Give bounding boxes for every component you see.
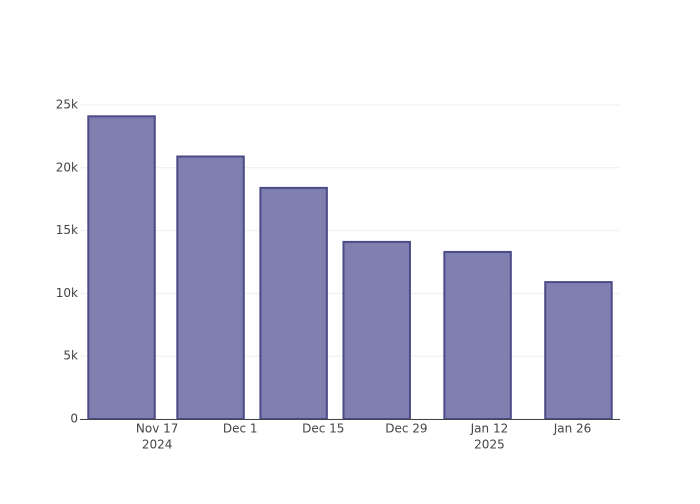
bar: [176, 155, 245, 420]
x-tick-label: Jan 12: [470, 422, 509, 436]
x-tick-year: 2024: [142, 438, 173, 452]
x-tick-label: Dec 1: [223, 422, 258, 436]
x-tick-label: Dec 15: [302, 422, 344, 436]
x-tick-year: 2025: [474, 438, 505, 452]
x-tick-label: Nov 17: [136, 422, 179, 436]
y-tick-label: 10k: [56, 286, 78, 300]
y-tick-label: 15k: [56, 223, 78, 237]
bar: [259, 186, 328, 420]
bar: [87, 115, 156, 421]
bar: [342, 240, 411, 420]
y-tick-label: 0: [70, 412, 78, 426]
y-tick-label: 20k: [56, 160, 78, 174]
bar: [443, 250, 512, 420]
x-tick-label: Jan 26: [553, 422, 592, 436]
bar: [544, 281, 613, 421]
y-tick-label: 25k: [56, 98, 78, 112]
y-tick-label: 5k: [63, 349, 78, 363]
x-tick-label: Dec 29: [385, 422, 427, 436]
